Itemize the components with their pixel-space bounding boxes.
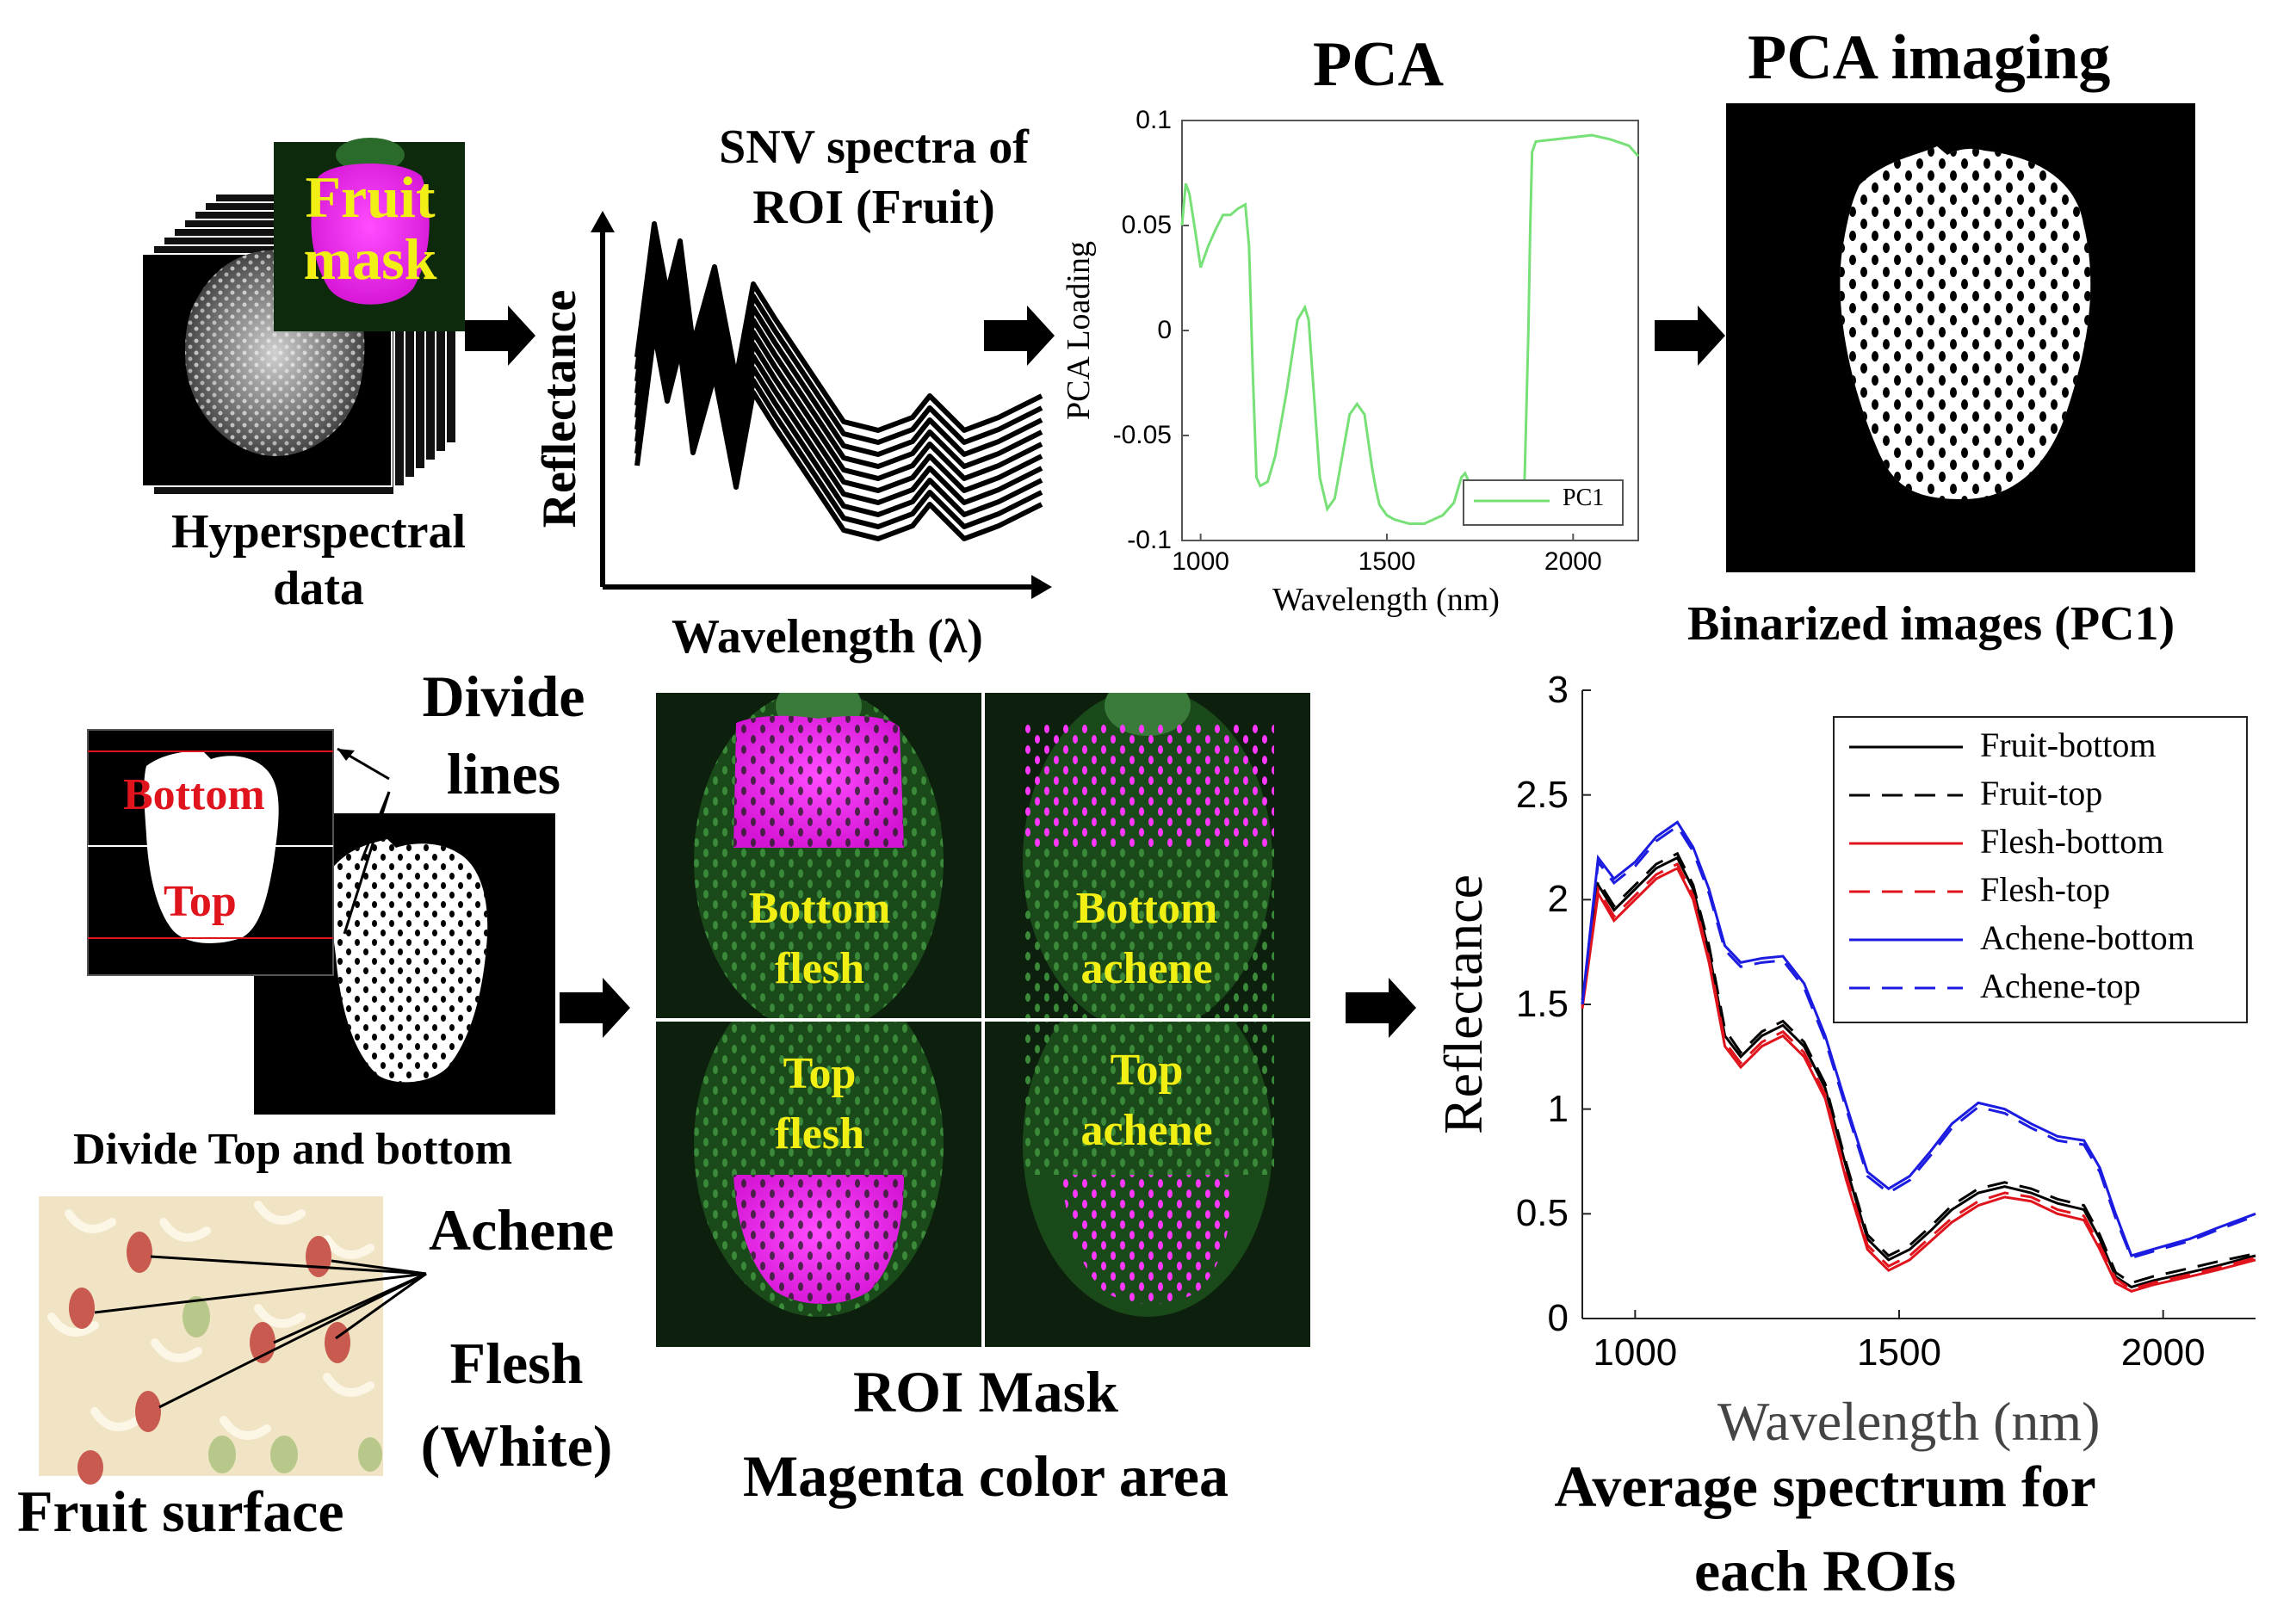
roi-label-bottom-achene: Bottom achene — [1075, 884, 1218, 993]
achene-pointer-lines — [94, 1255, 427, 1409]
roi-mask-grid — [656, 693, 1310, 1347]
divide-binary-image — [87, 729, 555, 1115]
snv-curve — [634, 257, 1043, 469]
avg-ytick-label: 0 — [1547, 1297, 1569, 1339]
avg-ytick-label: 1.5 — [1515, 983, 1569, 1025]
pca-ytick-label: -0.1 — [1127, 526, 1172, 554]
snv-curve — [634, 293, 1043, 505]
avg-legend-label: Fruit-bottom — [1980, 726, 2157, 764]
roi-label-top-flesh: Top flesh — [775, 1049, 864, 1158]
average-spectrum-chart — [1581, 689, 2256, 1319]
bottom-tag: Bottom — [123, 770, 265, 819]
avg-ytick-label: 2 — [1547, 878, 1569, 921]
fruit-surface-label: Fruit surface — [17, 1479, 344, 1544]
achene-label: Achene — [429, 1197, 615, 1263]
divide-caption: Divide Top and bottom — [73, 1125, 513, 1174]
pca-xtick-label: 1000 — [1172, 547, 1229, 576]
roi-label-bottom-flesh: Bottom flesh — [748, 884, 891, 993]
binarized-label: Binarized images (PC1) — [1687, 597, 2175, 651]
avg-series-fruit-top — [1581, 851, 2256, 1285]
pca-legend-label: PC1 — [1563, 485, 1605, 511]
avg-caption: Average spectrum for each ROIs — [1554, 1454, 2096, 1603]
snv-curve — [634, 281, 1043, 493]
top-tag: Top — [164, 877, 237, 926]
snv-curve — [634, 245, 1043, 457]
avg-series-fruit-bottom — [1581, 855, 2256, 1289]
pca-ytick-label: 0.1 — [1136, 106, 1172, 134]
avg-ytick-label: 0.5 — [1515, 1192, 1569, 1235]
snv-curve — [634, 330, 1043, 541]
snv-curve — [634, 306, 1043, 517]
avg-legend-label: Achene-bottom — [1980, 918, 2194, 957]
fruit-mask-image — [274, 138, 465, 331]
hyperspectral-label: Hyperspectral data — [170, 505, 467, 615]
avg-legend-box — [1833, 716, 2248, 1023]
pca-xtick-label: 1500 — [1358, 547, 1416, 576]
snv-curve — [634, 269, 1043, 481]
pca-ytick-label: 0.05 — [1121, 211, 1172, 239]
avg-xlabel: Wavelength (nm) — [1717, 1391, 2101, 1452]
pca-ytick-label: 0 — [1157, 316, 1172, 344]
fruit-mask-label: Fruit mask — [303, 164, 437, 292]
flesh-label: Flesh (White) — [420, 1331, 613, 1479]
pca-ylabel: PCA Loading — [1061, 241, 1097, 420]
snv-title: SNV spectra of ROI (Fruit) — [719, 120, 1029, 234]
pca-binary-image — [1726, 103, 2195, 572]
avg-series-flesh-bottom — [1581, 866, 2256, 1293]
avg-xtick-label: 1000 — [1593, 1331, 1678, 1374]
pc1-line — [1180, 133, 1640, 525]
avg-ytick-label: 2.5 — [1515, 773, 1569, 816]
avg-legend-label: Fruit-top — [1980, 774, 2103, 812]
avg-legend-label: Achene-top — [1980, 967, 2141, 1005]
snv-curve — [634, 318, 1043, 529]
roi-caption: ROI Mask Magenta color area — [743, 1359, 1228, 1509]
snv-spectra-plot — [591, 211, 1052, 599]
pca-title: PCA — [1313, 29, 1445, 100]
avg-series-achene-bottom — [1581, 820, 2256, 1257]
pca-loading-chart — [1180, 120, 1640, 541]
roi-label-top-achene: Top achene — [1080, 1046, 1213, 1155]
fruit-surface-photo — [39, 1196, 427, 1485]
avg-xtick-label: 1500 — [1857, 1331, 1941, 1374]
pca-xlabel: Wavelength (nm) — [1272, 582, 1500, 618]
avg-xtick-label: 2000 — [2120, 1331, 2206, 1374]
avg-ylabel: Reflectance — [1433, 874, 1494, 1134]
snv-curve — [634, 233, 1043, 445]
pca-imaging-title: PCA imaging — [1748, 22, 2111, 93]
avg-series-flesh-top — [1581, 862, 2256, 1291]
avg-legend-label: Flesh-bottom — [1980, 822, 2164, 861]
snv-xlabel: Wavelength (λ) — [671, 610, 983, 664]
pca-ytick-label: -0.05 — [1112, 421, 1172, 449]
flow-arrows — [465, 306, 1725, 1038]
avg-ytick-label: 1 — [1547, 1087, 1569, 1130]
divide-lines-label: Divide lines — [422, 664, 585, 806]
snv-ylabel: Reflectance — [533, 289, 586, 528]
avg-ytick-label: 3 — [1547, 669, 1569, 711]
pca-legend-box — [1463, 479, 1624, 526]
snv-curve — [634, 221, 1043, 433]
pca-xtick-label: 2000 — [1544, 547, 1602, 576]
avg-legend-label: Flesh-top — [1980, 870, 2111, 909]
avg-series-achene-top — [1581, 825, 2256, 1260]
